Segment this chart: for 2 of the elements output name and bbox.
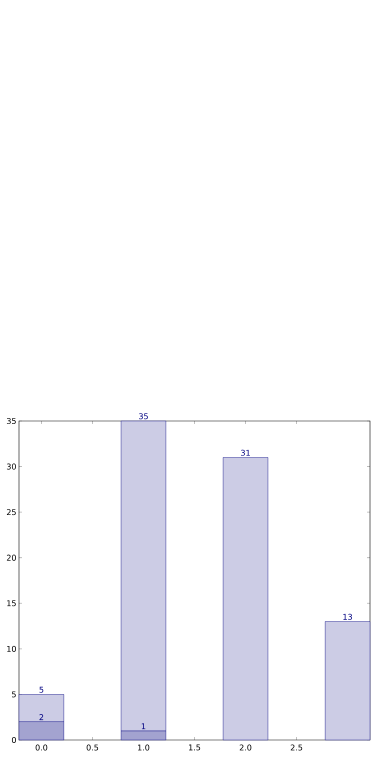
bar [324, 621, 370, 740]
bar [222, 457, 268, 740]
